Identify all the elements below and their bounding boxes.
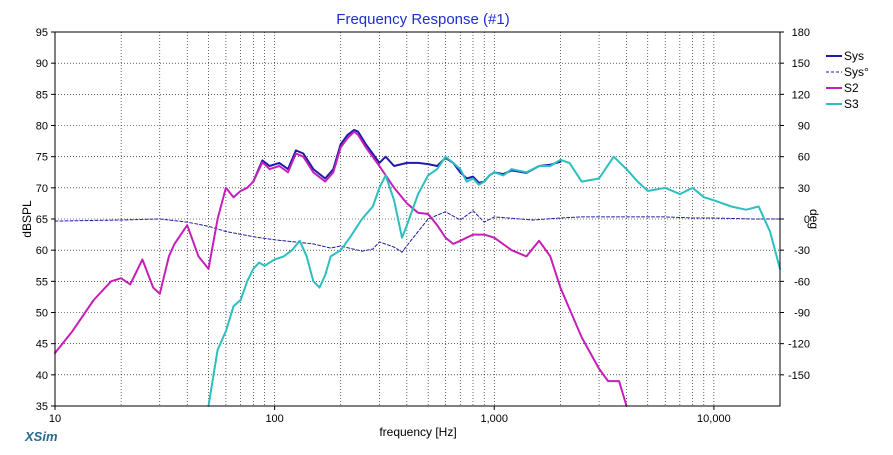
x-tick-label: 1,000 xyxy=(480,413,508,425)
y2-tick-label: -30 xyxy=(794,245,810,257)
x-axis-label: frequency [Hz] xyxy=(379,425,456,439)
y2-axis-ticks: 180 150 120 90 60 30 0 -30 -60 -90 -120 -150 xyxy=(780,27,810,382)
legend-label-sys: Sys xyxy=(844,49,864,63)
y2-tick-label: 0 xyxy=(804,214,810,226)
x-tick-label: 10 xyxy=(49,413,61,425)
grid xyxy=(55,32,780,406)
y2-tick-label: -120 xyxy=(788,339,810,351)
y-axis-ticks: 95 90 85 80 75 70 65 60 55 50 45 40 35 xyxy=(36,27,55,413)
series-layer xyxy=(54,128,781,407)
y2-tick-label: 180 xyxy=(792,27,810,39)
legend-label-s2: S2 xyxy=(844,81,859,95)
y-tick-label: 95 xyxy=(36,27,48,39)
legend: Sys Sys° S2 S3 xyxy=(826,49,869,111)
y-tick-label: 60 xyxy=(36,245,48,257)
y-tick-label: 85 xyxy=(36,89,48,101)
y2-tick-label: -150 xyxy=(788,370,810,382)
y2-tick-label: 120 xyxy=(792,89,810,101)
y2-tick-label: 90 xyxy=(798,121,810,133)
x-tick-label: 10,000 xyxy=(697,413,731,425)
series-line-s2 xyxy=(54,130,628,407)
y2-axis-label: deg xyxy=(807,209,821,229)
x-axis-ticks: 10 100 1,000 10,000 xyxy=(49,406,731,425)
series-line-sys xyxy=(54,210,781,253)
y-tick-label: 55 xyxy=(36,276,48,288)
y2-tick-label: 150 xyxy=(792,58,810,70)
y-tick-label: 50 xyxy=(36,308,48,320)
legend-label-sys: Sys° xyxy=(844,65,869,79)
y-tick-label: 80 xyxy=(36,121,48,133)
xsim-brand-label: XSim xyxy=(24,429,58,444)
chart-title: Frequency Response (#1) xyxy=(336,11,509,28)
y-tick-label: 40 xyxy=(36,370,48,382)
series-line-s3 xyxy=(207,155,781,407)
x-tick-label: 100 xyxy=(265,413,283,425)
y2-tick-label: -90 xyxy=(794,308,810,320)
y-tick-label: 65 xyxy=(36,214,48,226)
legend-label-s3: S3 xyxy=(844,97,859,111)
y2-tick-label: 30 xyxy=(798,183,810,195)
y-tick-label: 45 xyxy=(36,339,48,351)
y2-tick-label: 60 xyxy=(798,152,810,164)
y2-tick-label: -60 xyxy=(794,276,810,288)
y-tick-label: 75 xyxy=(36,152,48,164)
y-tick-label: 70 xyxy=(36,183,48,195)
y-axis-label: dBSPL xyxy=(20,200,34,238)
y-tick-label: 35 xyxy=(36,401,48,413)
y-tick-label: 90 xyxy=(36,58,48,70)
